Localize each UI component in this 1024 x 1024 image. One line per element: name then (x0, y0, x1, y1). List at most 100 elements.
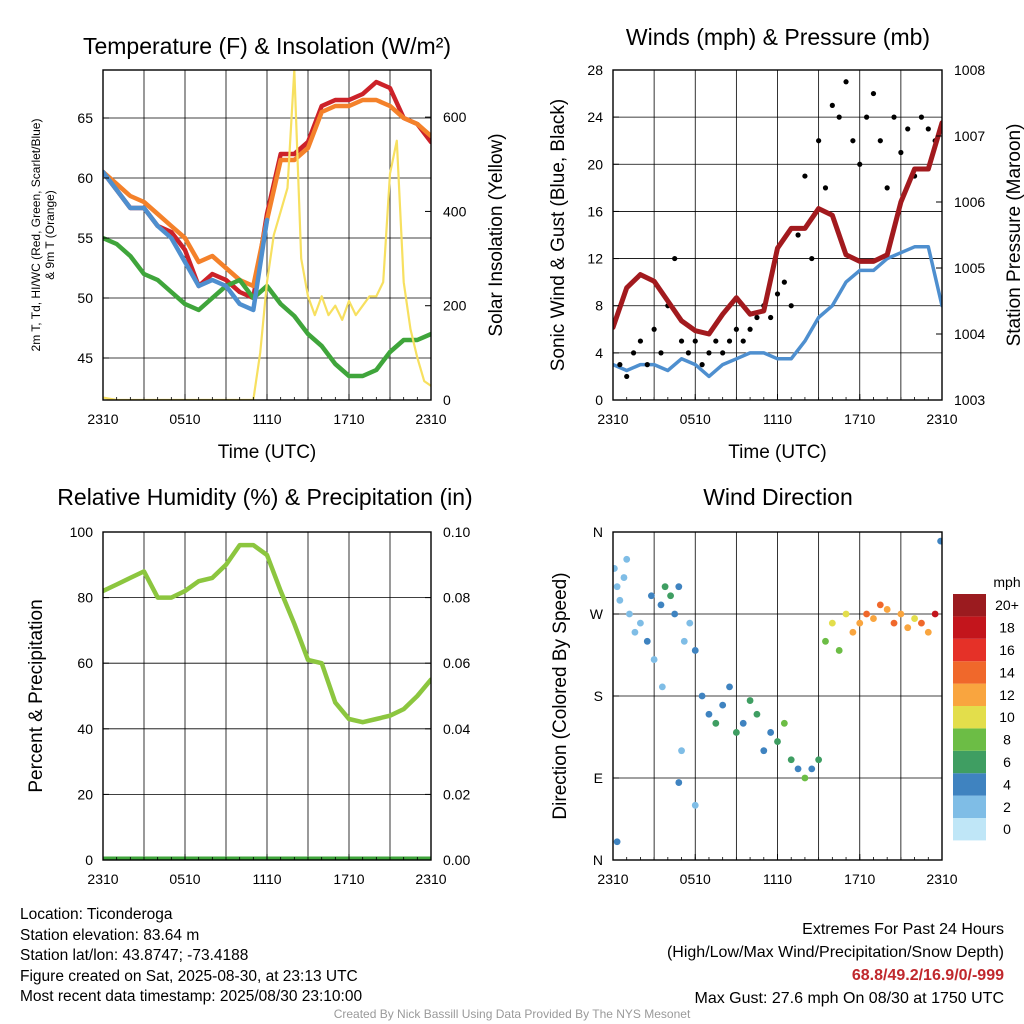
y-axis-label: 2m T, Td, HI/WC (Red, Green, Scarlet/Blu… (29, 119, 43, 352)
y2-tick-label: 200 (443, 298, 467, 314)
direction-point (767, 729, 775, 736)
direction-point (661, 583, 669, 591)
gust-point (740, 338, 746, 344)
station-location: Location: Ticonderoga (20, 906, 173, 923)
direction-point (849, 628, 857, 636)
direction-point (904, 624, 912, 632)
gust-point (692, 338, 698, 344)
gust-point (672, 255, 678, 262)
direction-point (686, 619, 694, 627)
direction-point (678, 747, 685, 755)
colorbar-swatch (953, 706, 986, 729)
series-line-hi-wc (103, 169, 270, 313)
colorbar-swatch (953, 773, 986, 796)
y-axis-label-2: & 9m T (Orange) (43, 190, 57, 280)
colorbar-label: 6 (1003, 754, 1011, 770)
temperature-title: Temperature (F) & Insolation (W/m²) (83, 33, 451, 59)
series-line-relative-humidity (103, 542, 431, 725)
gust-point (768, 314, 774, 321)
direction-point (828, 619, 836, 627)
gust-point (836, 114, 842, 120)
direction-point (613, 838, 621, 846)
direction-point (794, 765, 802, 773)
gust-point (617, 362, 623, 368)
gust-point (905, 126, 911, 132)
x-tick-label: 2310 (597, 411, 628, 427)
gust-point (809, 255, 815, 262)
temperature-title-main: Temperature (F) & Insolation (W/m²) (83, 33, 451, 59)
y-tick-label: 24 (587, 109, 603, 125)
y-tick-label: 12 (587, 251, 603, 267)
gust-point (877, 138, 883, 144)
direction-point (732, 729, 740, 736)
x-tick-label: 0510 (680, 871, 711, 887)
gust-point (843, 79, 849, 85)
direction-point (613, 565, 618, 572)
direction-point (616, 596, 624, 604)
gust-point (864, 114, 870, 120)
direction-point (753, 710, 761, 718)
gust-point (726, 338, 733, 344)
y-axis-label: Percent & Precipitation (26, 599, 47, 792)
colorbar-swatch (953, 728, 986, 751)
direction-point (691, 801, 699, 809)
gust-point (816, 138, 822, 144)
gust-point (870, 90, 877, 97)
x-tick-label: 1710 (844, 871, 875, 887)
gust-point (630, 350, 637, 356)
x-tick-label: 2310 (415, 871, 446, 887)
extremes-values: 68.8/49.2/16.9/0/-999 (851, 967, 1004, 984)
wind-direction-title: Wind Direction (703, 484, 853, 510)
colorbar-label: 2 (1003, 799, 1011, 815)
direction-point (856, 619, 864, 627)
x-tick-label: 0510 (680, 411, 711, 427)
credit-line: Created By Nick Bassill Using Data Provi… (333, 1007, 691, 1021)
y-tick-label: 100 (70, 524, 94, 540)
direction-point (924, 628, 932, 636)
direction-point (774, 738, 781, 745)
direction-point (691, 647, 699, 654)
gust-point (754, 314, 760, 321)
direction-point (801, 774, 809, 782)
gust-point (918, 114, 925, 120)
y2-tick-label: 0.10 (443, 524, 470, 540)
gust-point (637, 338, 644, 344)
gust-point (747, 326, 753, 332)
direction-point (667, 592, 674, 600)
direction-point (719, 701, 727, 709)
series-line-solar-insolation (103, 70, 431, 400)
x-tick-label: 1710 (333, 411, 364, 427)
direction-point (897, 610, 905, 618)
humidity-title: Relative Humidity (%) & Precipitation (i… (57, 484, 472, 510)
x-tick-label: 0510 (169, 871, 200, 887)
direction-point (620, 574, 628, 581)
extremes-title: Extremes For Past 24 Hours (802, 921, 1004, 938)
gust-point (651, 326, 657, 332)
colorbar-label: 4 (1003, 776, 1011, 792)
direction-point (658, 683, 666, 691)
series-line-station-pressure (613, 120, 942, 337)
direction-point (623, 555, 631, 563)
most-recent-timestamp: Most recent data timestamp: 2025/08/30 2… (20, 988, 363, 1005)
y-tick-label: 20 (77, 786, 93, 802)
direction-point (760, 747, 768, 755)
direction-point (787, 756, 795, 764)
y2-tick-label: 1007 (954, 128, 985, 144)
colorbar-label: 20+ (995, 597, 1019, 613)
direction-point (705, 710, 713, 718)
gust-point (884, 185, 890, 191)
gust-point (925, 126, 931, 132)
colorbar-swatch (953, 616, 986, 639)
gust-point (699, 362, 705, 368)
colorbar-swatch (953, 594, 986, 617)
y-tick-label: S (594, 688, 603, 704)
direction-point (911, 615, 918, 622)
direction-point (637, 619, 644, 627)
series-line-sonic-wind (613, 245, 942, 379)
y-tick-label: 80 (77, 590, 93, 606)
x-tick-label: 2310 (926, 411, 957, 427)
direction-point (631, 628, 639, 636)
direction-point (918, 619, 925, 627)
y-tick-label: 60 (77, 170, 93, 186)
station-latlon: Station lat/lon: 43.8747; -73.4188 (20, 947, 249, 964)
